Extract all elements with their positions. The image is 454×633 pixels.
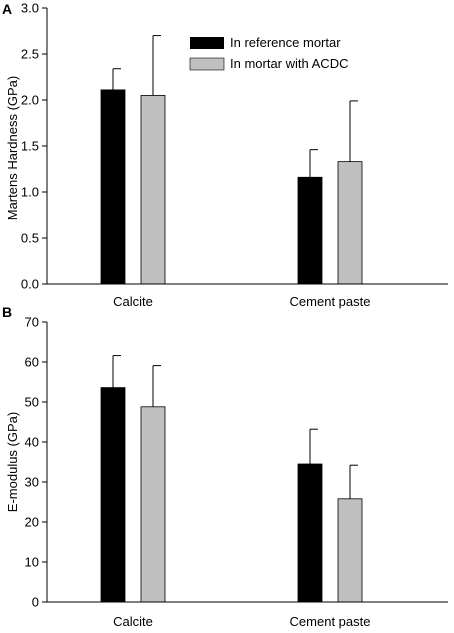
panel-b-y-tick-label: 40	[25, 435, 39, 450]
panel-a-bar-cement-paste-reference	[297, 176, 323, 285]
panel-a-bar-calcite-acdc	[140, 95, 166, 285]
panel-b-bars	[100, 355, 363, 603]
panel-b-bar-cement-paste-reference	[297, 463, 323, 603]
panel-a-bar-cement-paste-acdc	[337, 161, 363, 285]
panel-b-bar-cement-paste-acdc	[337, 498, 363, 603]
panel-b-y-tick-label: 30	[25, 475, 39, 490]
panel-a-category-calcite: Calcite	[113, 294, 153, 309]
legend-swatch-acdc	[189, 57, 225, 71]
panel-a-category-cement-paste: Cement paste	[290, 294, 371, 309]
panel-b-y-tick-label: 50	[25, 395, 39, 410]
panel-a-y-tick-label: 2.5	[21, 47, 39, 62]
panel-b-y-tick-label: 20	[25, 515, 39, 530]
panel-b-y-tick-label: 0	[32, 595, 39, 610]
panel-b-e-modulus: B E-modulus (GPa) 0 10 20 30 40 50 60 70 Calcit…	[2, 304, 448, 629]
panel-a-y-tick-label: 2.0	[21, 93, 39, 108]
panel-b-bar-calcite-reference	[100, 387, 126, 603]
panel-a-y-tick-label: 0.0	[21, 277, 39, 292]
panel-a-category-labels: Calcite Cement paste	[113, 294, 370, 309]
panel-a-martens-hardness: A Martens Hardness (GPa) 0.0 0.5 1.0 1.5 2.0…	[2, 1, 448, 309]
panel-b-y-tick-label: 10	[25, 555, 39, 570]
panel-b-y-tick-label: 70	[25, 315, 39, 330]
panel-b-y-tick-label: 60	[25, 355, 39, 370]
panel-b-letter: B	[2, 304, 12, 320]
panel-a-y-axis-title: Martens Hardness (GPa)	[5, 76, 20, 221]
panel-b-category-labels: Calcite Cement paste	[113, 614, 370, 629]
panel-a-letter: A	[2, 1, 12, 17]
panel-a-y-tick-label: 1.5	[21, 139, 39, 154]
legend-swatch-reference	[190, 37, 224, 49]
panel-b-bar-calcite-acdc	[140, 406, 166, 603]
panel-b-category-cement-paste: Cement paste	[290, 614, 371, 629]
panel-a-y-ticks: 0.0 0.5 1.0 1.5 2.0 2.5 3.0	[21, 1, 47, 292]
panel-a-bars	[100, 35, 363, 285]
panel-b-y-ticks: 0 10 20 30 40 50 60 70	[25, 315, 47, 610]
legend-label-reference: In reference mortar	[230, 35, 341, 50]
legend: In reference mortar In mortar with ACDC	[189, 35, 348, 71]
panel-a-y-tick-label: 1.0	[21, 185, 39, 200]
panel-b-category-calcite: Calcite	[113, 614, 153, 629]
panel-a-y-tick-label: 0.5	[21, 231, 39, 246]
panel-a-y-tick-label: 3.0	[21, 1, 39, 16]
panel-a-bar-calcite-reference	[100, 89, 126, 285]
legend-label-acdc: In mortar with ACDC	[230, 56, 348, 71]
panel-b-y-axis-title: E-modulus (GPa)	[5, 412, 20, 512]
